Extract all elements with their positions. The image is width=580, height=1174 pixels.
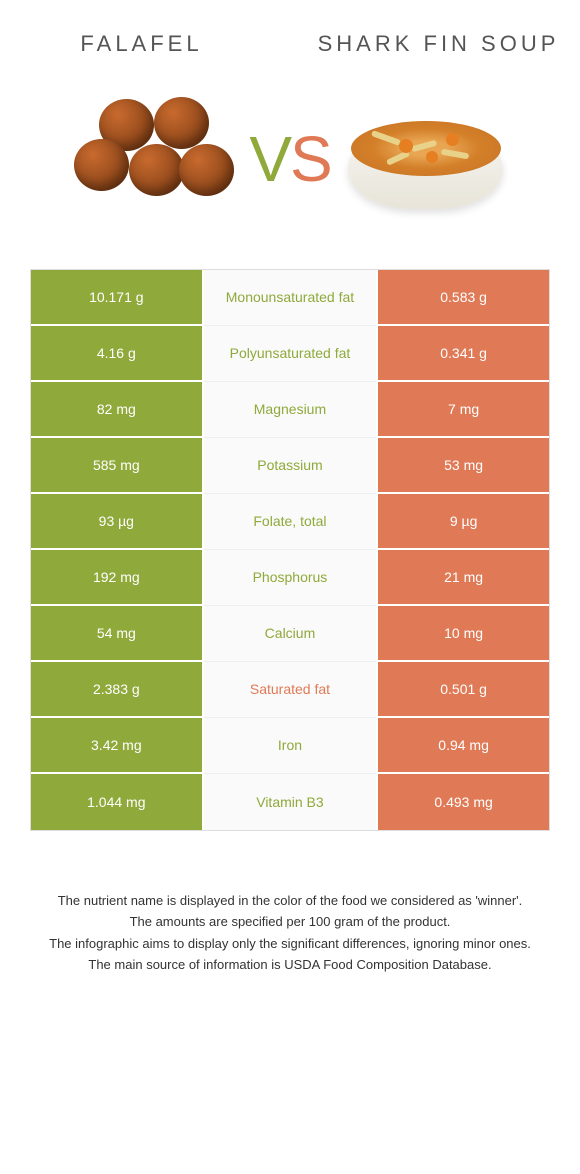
nutrient-label: Phosphorus bbox=[204, 550, 377, 606]
left-value: 585 mg bbox=[31, 438, 204, 494]
left-food-title: Falafel bbox=[20, 30, 263, 59]
left-value: 82 mg bbox=[31, 382, 204, 438]
nutrient-table: 10.171 gMonounsaturated fat0.583 g4.16 g… bbox=[30, 269, 550, 831]
vs-label: VS bbox=[249, 122, 330, 196]
table-row: 82 mgMagnesium7 mg bbox=[31, 382, 549, 438]
table-row: 192 mgPhosphorus21 mg bbox=[31, 550, 549, 606]
right-value: 53 mg bbox=[376, 438, 549, 494]
table-row: 2.383 gSaturated fat0.501 g bbox=[31, 662, 549, 718]
footnotes: The nutrient name is displayed in the co… bbox=[30, 891, 550, 975]
nutrient-label: Saturated fat bbox=[204, 662, 377, 718]
nutrient-label: Monounsaturated fat bbox=[204, 270, 377, 326]
falafel-image bbox=[69, 89, 239, 229]
right-food-title: Shark fin soup bbox=[317, 30, 560, 59]
table-row: 1.044 mgVitamin B30.493 mg bbox=[31, 774, 549, 830]
nutrient-label: Potassium bbox=[204, 438, 377, 494]
footnote-line: The nutrient name is displayed in the co… bbox=[30, 891, 550, 911]
right-value: 0.493 mg bbox=[376, 774, 549, 830]
right-value: 10 mg bbox=[376, 606, 549, 662]
table-row: 93 µgFolate, total9 µg bbox=[31, 494, 549, 550]
table-row: 10.171 gMonounsaturated fat0.583 g bbox=[31, 270, 549, 326]
nutrient-label: Iron bbox=[204, 718, 377, 774]
footnote-line: The main source of information is USDA F… bbox=[30, 955, 550, 975]
images-row: VS bbox=[0, 69, 580, 269]
right-value: 0.341 g bbox=[376, 326, 549, 382]
nutrient-label: Vitamin B3 bbox=[204, 774, 377, 830]
nutrient-label: Folate, total bbox=[204, 494, 377, 550]
soup-image bbox=[341, 89, 511, 229]
table-row: 3.42 mgIron0.94 mg bbox=[31, 718, 549, 774]
table-row: 54 mgCalcium10 mg bbox=[31, 606, 549, 662]
vs-s: S bbox=[290, 123, 331, 195]
right-value: 21 mg bbox=[376, 550, 549, 606]
left-value: 54 mg bbox=[31, 606, 204, 662]
left-value: 4.16 g bbox=[31, 326, 204, 382]
left-value: 1.044 mg bbox=[31, 774, 204, 830]
footnote-line: The infographic aims to display only the… bbox=[30, 934, 550, 954]
nutrient-label: Calcium bbox=[204, 606, 377, 662]
right-value: 0.501 g bbox=[376, 662, 549, 718]
right-value: 9 µg bbox=[376, 494, 549, 550]
left-value: 2.383 g bbox=[31, 662, 204, 718]
left-value: 93 µg bbox=[31, 494, 204, 550]
table-row: 4.16 gPolyunsaturated fat0.341 g bbox=[31, 326, 549, 382]
right-value: 0.94 mg bbox=[376, 718, 549, 774]
footnote-line: The amounts are specified per 100 gram o… bbox=[30, 912, 550, 932]
header-titles: Falafel Shark fin soup bbox=[0, 0, 580, 69]
vs-v: V bbox=[249, 123, 290, 195]
nutrient-label: Magnesium bbox=[204, 382, 377, 438]
right-value: 0.583 g bbox=[376, 270, 549, 326]
left-value: 3.42 mg bbox=[31, 718, 204, 774]
right-value: 7 mg bbox=[376, 382, 549, 438]
left-value: 10.171 g bbox=[31, 270, 204, 326]
nutrient-label: Polyunsaturated fat bbox=[204, 326, 377, 382]
left-value: 192 mg bbox=[31, 550, 204, 606]
table-row: 585 mgPotassium53 mg bbox=[31, 438, 549, 494]
